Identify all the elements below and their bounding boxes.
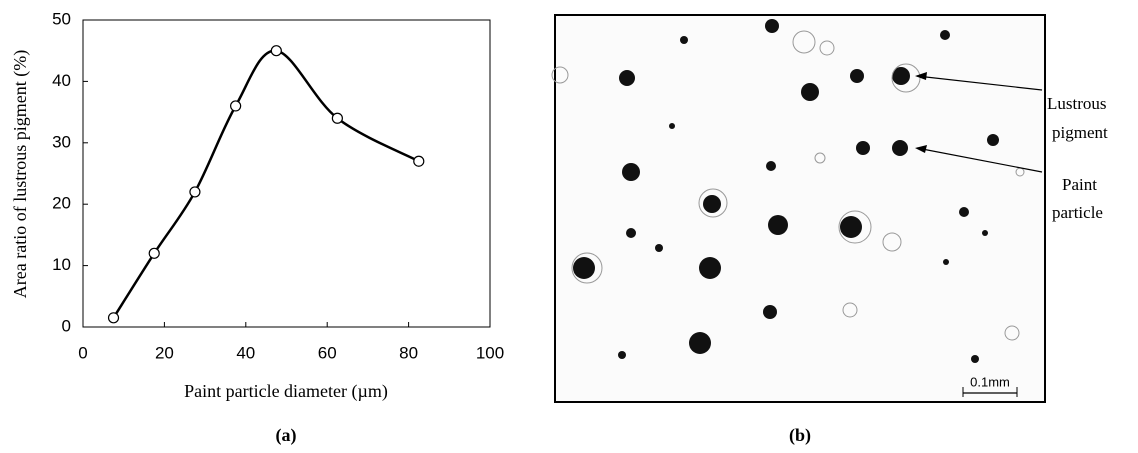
arrow — [916, 75, 1043, 91]
y-tick-label: 50 — [52, 9, 71, 28]
arrow-head — [915, 145, 927, 153]
data-point — [148, 247, 160, 259]
data-line — [112, 49, 420, 319]
particle-rims — [551, 30, 1025, 341]
data-point — [270, 45, 282, 57]
panel-label: (b) — [789, 425, 811, 446]
annotation: pigment — [1052, 123, 1108, 142]
arrow — [916, 147, 1043, 173]
data-point — [107, 312, 120, 324]
x-tick-label: 100 — [476, 343, 504, 362]
y-tick-label: 30 — [52, 132, 71, 151]
y-tick-label: 20 — [52, 194, 71, 213]
y-tick-label: 10 — [52, 255, 71, 274]
x-tick-label: 0 — [78, 343, 87, 362]
y-axis-label: Area ratio of lustrous pigment (%) — [10, 50, 31, 298]
plot-frame — [82, 19, 491, 328]
annotation: particle — [1052, 203, 1103, 222]
arrow-head — [915, 72, 927, 80]
x-axis-label: Paint particle diameter (µm) — [184, 381, 388, 402]
data-point — [413, 155, 425, 167]
x-tick-label: 40 — [236, 343, 255, 362]
x-tick-label: 60 — [318, 343, 337, 362]
data-point — [331, 112, 343, 124]
particles — [573, 19, 999, 363]
data-point — [189, 186, 201, 198]
y-tick-label: 40 — [52, 71, 71, 90]
panel-label: (a) — [276, 425, 297, 446]
annotation: Lustrous — [1047, 94, 1107, 113]
x-tick-label: 20 — [155, 343, 174, 362]
annotation: Paint — [1062, 175, 1097, 194]
x-tick-label: 80 — [399, 343, 418, 362]
scale-label: 0.1mm — [970, 374, 1010, 389]
micrograph: 0.1mm — [551, 14, 1046, 403]
y-tick-label: 0 — [62, 316, 71, 335]
data-point — [230, 100, 242, 112]
